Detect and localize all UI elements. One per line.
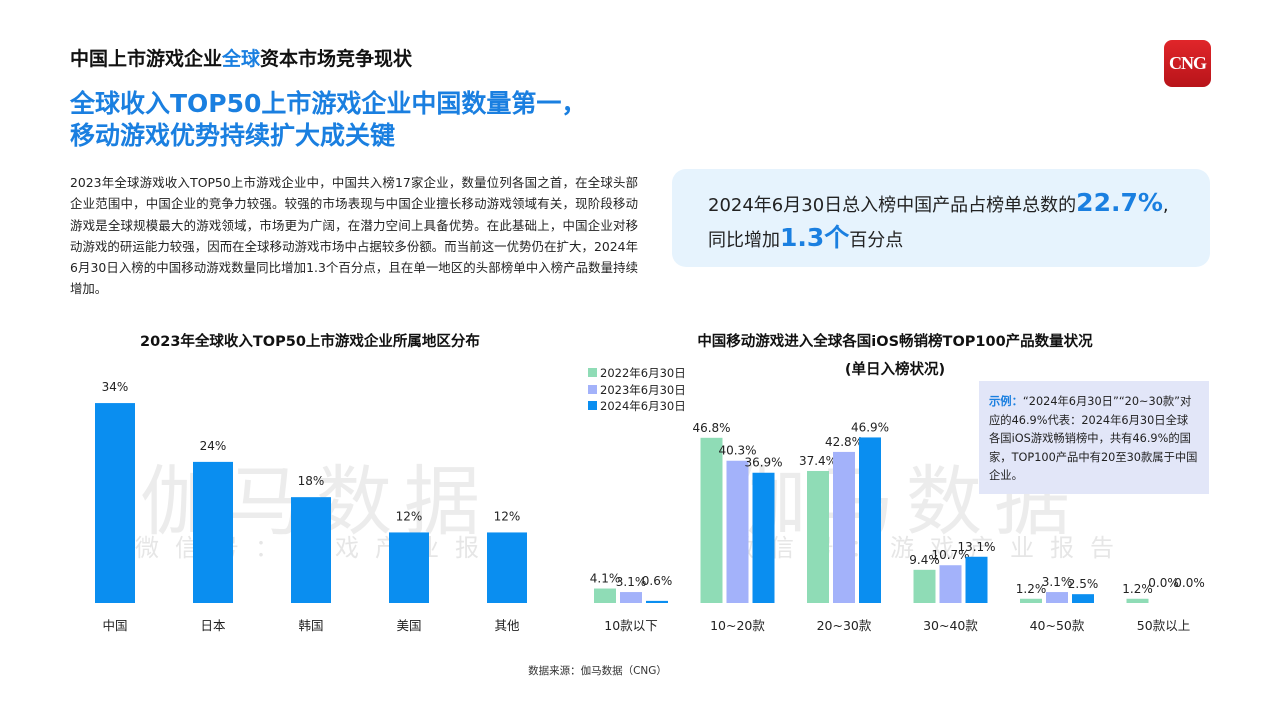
bar-30~40款-2022年6月30日: [913, 569, 936, 603]
bar-value-label: 24%: [200, 439, 227, 453]
bar-30~40款-2024年6月30日: [965, 556, 988, 603]
legend-item: 2024年6月30日: [588, 398, 686, 415]
left-chart-title: 2023年全球收入TOP50上市游戏企业所属地区分布: [140, 334, 480, 350]
x-tick-label: 50款以上: [1137, 618, 1190, 633]
bar-value-label: 3.1%: [1042, 575, 1073, 589]
bar-value-label: 4.1%: [590, 572, 621, 586]
bar-20~30款-2024年6月30日: [859, 437, 881, 603]
bar-value-label: 40.3%: [718, 444, 756, 458]
bar-40~50款-2024年6月30日: [1072, 594, 1094, 603]
x-tick-label: 20~30款: [817, 618, 872, 633]
example-note: 示例：“2024年6月30日”“20~30款”对应的46.9%代表：2024年6…: [979, 381, 1209, 494]
bar-10款以下-2024年6月30日: [646, 600, 668, 603]
bar-其他: [487, 532, 527, 603]
data-source: 数据来源：伽马数据（CNG）: [528, 665, 667, 677]
bar-10款以下-2022年6月30日: [594, 588, 616, 603]
bar-20~30款-2022年6月30日: [807, 470, 829, 603]
legend-label: 2024年6月30日: [600, 399, 686, 413]
bar-50款以上-2022年6月30日: [1126, 598, 1149, 603]
chart-legend: 2022年6月30日 2023年6月30日 2024年6月30日: [588, 365, 686, 415]
bar-30~40款-2023年6月30日: [939, 565, 962, 603]
bar-value-label: 42.8%: [825, 435, 863, 449]
legend-label: 2023年6月30日: [600, 382, 686, 397]
bar-10~20款-2024年6月30日: [752, 472, 775, 603]
bar-value-label: 0.6%: [642, 574, 673, 588]
bar-40~50款-2023年6月30日: [1046, 592, 1068, 603]
x-tick-label: 中国: [102, 618, 127, 633]
headline-line: 移动游戏优势持续扩大成关键: [70, 121, 396, 150]
legend-label: 2022年6月30日: [600, 366, 686, 380]
callout-text: 同比增加: [708, 230, 780, 251]
body-paragraph: 2023年全球游戏收入TOP50上市游戏企业中，中国共入榜17家企业，数量位列各…: [70, 175, 638, 297]
legend-swatch: [588, 384, 597, 394]
x-tick-label: 日本: [200, 618, 226, 633]
bar-韩国: [291, 497, 331, 603]
bar-美国: [389, 532, 429, 603]
bar-value-label: 18%: [298, 474, 325, 488]
bar-value-label: 0.0%: [1148, 576, 1179, 590]
legend-item: 2023年6月30日: [588, 382, 686, 399]
bar-40~50款-2022年6月30日: [1020, 598, 1042, 603]
right-chart-subtitle: (单日入榜状况): [844, 362, 946, 378]
x-tick-label: 美国: [396, 618, 421, 633]
bar-value-label: 12%: [396, 509, 423, 523]
bar-20~30款-2023年6月30日: [833, 451, 855, 603]
bar-value-label: 1.2%: [1122, 582, 1153, 596]
bar-10~20款-2023年6月30日: [726, 460, 749, 603]
bar-value-label: 37.4%: [799, 454, 837, 468]
page-section-title: 中国上市游戏企业全球资本市场竞争现状: [70, 44, 412, 71]
right-chart-title: 中国移动游戏进入全球各国iOS畅销榜TOP100产品数量状况: [697, 334, 1093, 350]
cng-logo: CNG: [1164, 40, 1211, 87]
x-tick-label: 韩国: [298, 618, 323, 633]
bar-10款以下-2023年6月30日: [620, 592, 642, 603]
legend-item: 2022年6月30日: [588, 365, 686, 382]
bar-value-label: 46.9%: [851, 420, 889, 434]
bar-value-label: 0.0%: [1174, 576, 1205, 590]
bar-value-label: 1.2%: [1016, 582, 1047, 596]
bar-10~20款-2022年6月30日: [700, 437, 723, 603]
x-tick-label: 40~50款: [1030, 618, 1085, 633]
callout-value: 1.3个: [780, 223, 850, 252]
x-tick-label: 10款以下: [604, 618, 657, 633]
bar-value-label: 10.7%: [931, 548, 969, 562]
x-tick-label: 其他: [494, 618, 520, 633]
bar-value-label: 34%: [102, 380, 129, 394]
bar-value-label: 36.9%: [744, 456, 782, 470]
x-tick-label: 30~40款: [923, 618, 978, 633]
bar-value-label: 9.4%: [909, 553, 940, 567]
headline: 全球收入TOP50上市游戏企业中国数量第一， 移动游戏优势持续扩大成关键: [70, 88, 586, 152]
note-label: 示例：: [989, 395, 1023, 408]
bar-中国: [95, 403, 135, 603]
callout-value: 22.7%: [1076, 188, 1163, 217]
x-tick-label: 10~20款: [710, 618, 765, 633]
watermark-sub: 微信号：游戏产业报告: [730, 534, 1130, 562]
headline-line: 全球收入TOP50上市游戏企业中国数量第一，: [70, 89, 587, 118]
title-highlight: 全球: [222, 48, 261, 70]
callout-text: ,: [1162, 195, 1169, 216]
legend-swatch: [588, 368, 597, 377]
bar-value-label: 46.8%: [692, 421, 730, 435]
title-text: 中国上市游戏企业: [70, 48, 223, 70]
highlight-callout: 2024年6月30日总入榜中国产品占榜单总数的22.7%, 同比增加1.3个百分…: [672, 169, 1210, 267]
bar-value-label: 13.1%: [957, 540, 995, 554]
bar-value-label: 2.5%: [1068, 577, 1099, 591]
callout-text: 百分点: [849, 230, 904, 251]
bar-value-label: 3.1%: [616, 575, 647, 589]
legend-swatch: [588, 401, 597, 410]
note-text: “2024年6月30日”“20~30款”对应的46.9%代表：2024年6月30…: [989, 395, 1198, 482]
callout-text: 2024年6月30日总入榜中国产品占榜单总数的: [708, 195, 1077, 216]
bar-value-label: 12%: [494, 509, 521, 523]
title-text: 资本市场竞争现状: [260, 48, 413, 70]
bar-日本: [193, 461, 233, 603]
